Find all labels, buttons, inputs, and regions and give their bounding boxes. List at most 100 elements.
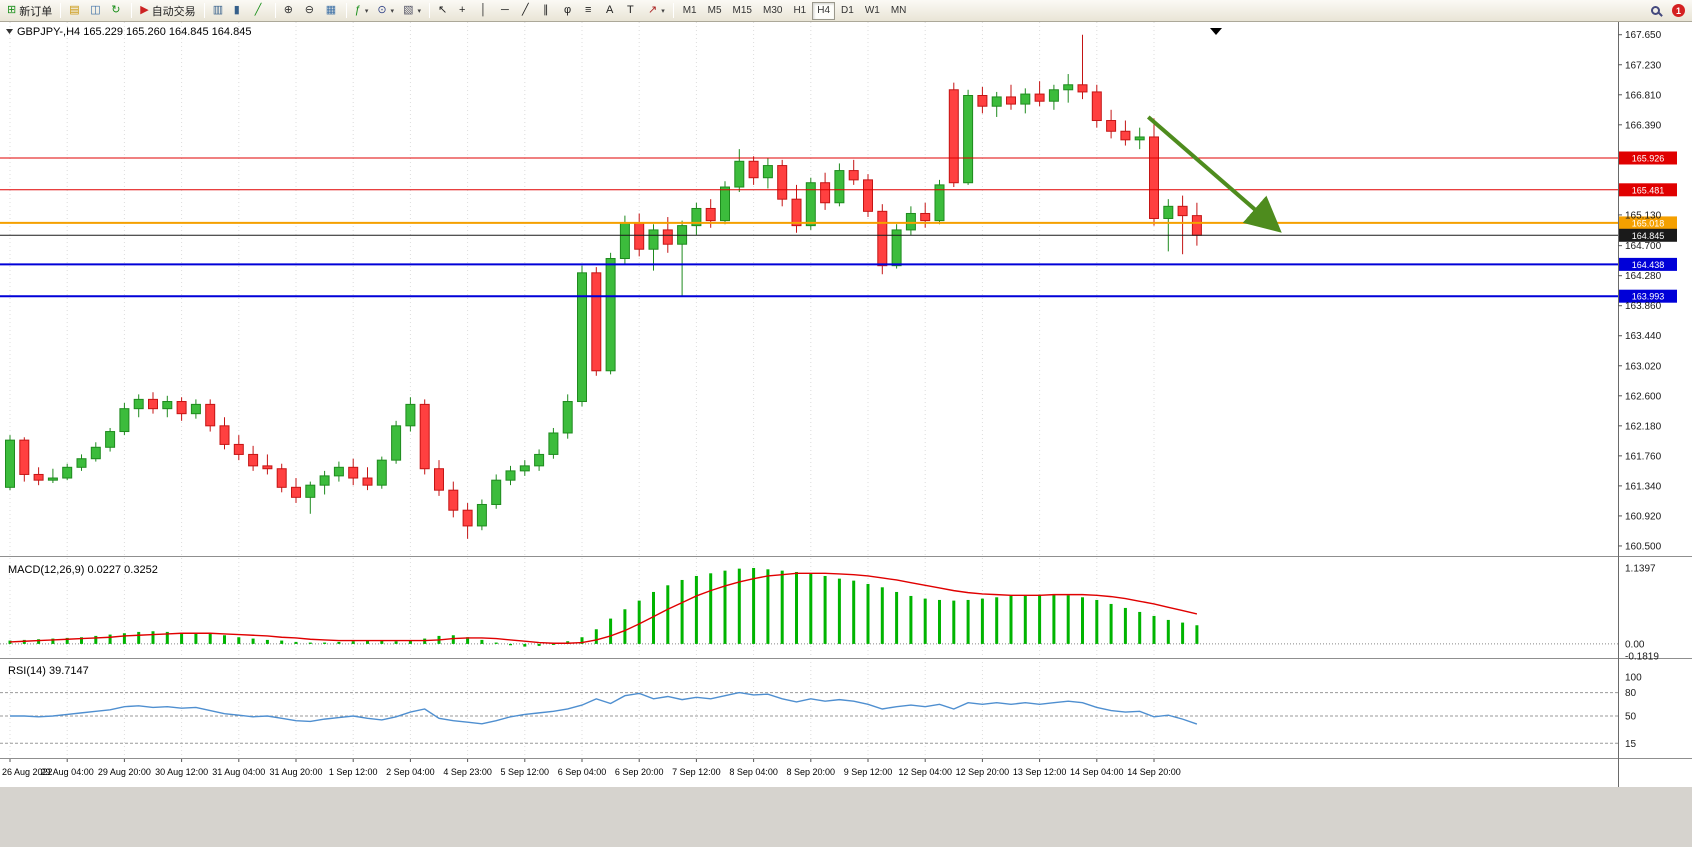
price-level-badge-label: 163.993 bbox=[1632, 292, 1665, 302]
macd-bar bbox=[1166, 619, 1170, 644]
candle bbox=[1063, 74, 1074, 103]
macd-bar bbox=[1081, 597, 1084, 644]
search-button[interactable] bbox=[1647, 2, 1667, 20]
macd-histogram bbox=[8, 567, 1199, 647]
macd-bar bbox=[837, 578, 841, 644]
fibonacci-button[interactable]: φ bbox=[560, 2, 580, 20]
macd-bar bbox=[180, 632, 184, 644]
candle-body bbox=[162, 401, 173, 410]
horizontal-line-button[interactable]: ─ bbox=[497, 2, 517, 20]
trendline-button[interactable]: ╱ bbox=[518, 2, 538, 20]
candle-body bbox=[848, 170, 859, 181]
candle-body bbox=[634, 222, 645, 250]
candle bbox=[1177, 195, 1188, 255]
macd-bar bbox=[237, 637, 241, 644]
cursor-button[interactable]: ↖ bbox=[434, 2, 454, 20]
candle-body bbox=[505, 470, 516, 481]
candle bbox=[834, 163, 845, 207]
indicators-icon: ƒ bbox=[354, 4, 361, 16]
timeframe-m5-button[interactable]: M5 bbox=[703, 2, 727, 20]
candle-body bbox=[119, 408, 130, 433]
macd-bar bbox=[823, 575, 827, 644]
candle bbox=[248, 445, 259, 471]
indicators-button[interactable]: ƒ ▾ bbox=[351, 2, 373, 20]
price-scale-label: 163.020 bbox=[1625, 361, 1662, 372]
candle bbox=[319, 470, 330, 495]
macd-bar bbox=[866, 583, 870, 644]
time-axis-label: 13 Sep 12:00 bbox=[1013, 767, 1067, 777]
macd-bar bbox=[923, 598, 927, 644]
price-scale-label: 165.130 bbox=[1625, 210, 1662, 221]
bar-chart-button[interactable]: ▥ bbox=[209, 2, 229, 20]
price-scale-label: 163.860 bbox=[1625, 301, 1662, 312]
timeframe-h1-button[interactable]: H1 bbox=[788, 2, 811, 20]
price-scale-label: 163.440 bbox=[1625, 331, 1662, 342]
symbol-dropdown-icon[interactable] bbox=[6, 29, 13, 34]
candle-body bbox=[920, 212, 931, 222]
macd-bar bbox=[537, 643, 541, 646]
text-button[interactable]: A bbox=[602, 2, 622, 20]
timeframe-m30-button[interactable]: M30 bbox=[758, 2, 787, 20]
new-chart-button[interactable]: ▤ bbox=[65, 2, 85, 20]
time-axis-label: 5 Sep 12:00 bbox=[501, 767, 550, 777]
macd-bar bbox=[280, 640, 284, 644]
candle bbox=[891, 224, 902, 269]
candle-body bbox=[62, 466, 73, 479]
candle bbox=[491, 474, 502, 509]
alert-icon: 1 bbox=[1672, 4, 1685, 17]
candle-body bbox=[33, 473, 44, 481]
macd-bar bbox=[938, 599, 941, 644]
macd-scale-label: -0.1819 bbox=[1625, 652, 1659, 663]
zoom-out-button[interactable]: ⊖ bbox=[301, 2, 321, 20]
price-scale-label: 164.280 bbox=[1625, 271, 1662, 282]
templates-button[interactable]: ▧ ▾ bbox=[399, 2, 425, 20]
channel-button[interactable]: ∥ bbox=[539, 2, 559, 20]
macd-bar bbox=[80, 637, 83, 644]
candle-body bbox=[1149, 136, 1159, 219]
candle bbox=[1034, 81, 1045, 107]
periods-button[interactable]: ⊙ ▾ bbox=[373, 2, 398, 20]
candle-body bbox=[619, 222, 630, 260]
zoom-in-button[interactable]: ⊕ bbox=[280, 2, 300, 20]
macd-bar bbox=[394, 641, 398, 644]
timeframe-m15-button[interactable]: M15 bbox=[728, 2, 757, 20]
candle bbox=[791, 184, 802, 233]
timeframe-mn-button[interactable]: MN bbox=[886, 2, 912, 20]
timeframe-d1-button[interactable]: D1 bbox=[836, 2, 859, 20]
arrow-objects-button[interactable]: ↗ ▾ bbox=[644, 2, 669, 20]
candle bbox=[1077, 34, 1088, 100]
crosshair-button[interactable]: + bbox=[455, 2, 475, 20]
tile-windows-button[interactable]: ▦ bbox=[322, 2, 342, 20]
trend-arrow[interactable] bbox=[1146, 115, 1282, 233]
new-order-button[interactable]: ⊞ 新订单 bbox=[3, 2, 56, 20]
autotrading-button[interactable]: ▶ 自动交易 bbox=[136, 2, 199, 20]
price-level-badge-label: 165.481 bbox=[1632, 185, 1665, 195]
label-button[interactable]: T bbox=[623, 2, 643, 20]
timeframe-w1-button[interactable]: W1 bbox=[860, 2, 885, 20]
candles bbox=[5, 34, 1202, 539]
macd-bar bbox=[780, 570, 784, 644]
label-icon: T bbox=[626, 4, 634, 16]
chart-area: 26 Aug 2022 29 Aug 04:00 29 Aug 20:00 30 Au… bbox=[0, 22, 1692, 847]
refresh-button[interactable]: ↻ bbox=[107, 2, 127, 20]
macd-bar bbox=[580, 637, 584, 644]
candle-body bbox=[934, 184, 945, 222]
chart-shift-marker[interactable] bbox=[1210, 28, 1222, 35]
cycle-lines-button[interactable]: ≡ bbox=[581, 2, 601, 20]
new-order-button-label: 新订单 bbox=[19, 5, 53, 18]
macd-bar bbox=[1052, 594, 1056, 644]
macd-bar bbox=[509, 643, 512, 646]
notifications-button[interactable]: 1 bbox=[1668, 2, 1689, 20]
candle-body bbox=[1034, 93, 1045, 102]
candle bbox=[33, 467, 44, 486]
candle-body bbox=[805, 182, 816, 227]
timeframe-h4-button[interactable]: H4 bbox=[812, 1, 836, 20]
line-chart-button[interactable]: ╱ bbox=[251, 2, 271, 20]
candlestick-button[interactable]: ▮ bbox=[230, 2, 250, 20]
vertical-line-button[interactable]: │ bbox=[476, 2, 496, 20]
toolbar-separator bbox=[428, 3, 430, 18]
timeframe-m1-button[interactable]: M1 bbox=[678, 2, 702, 20]
profiles-button[interactable]: ◫ bbox=[86, 2, 106, 20]
macd-scale-label: 1.1397 bbox=[1625, 564, 1656, 575]
